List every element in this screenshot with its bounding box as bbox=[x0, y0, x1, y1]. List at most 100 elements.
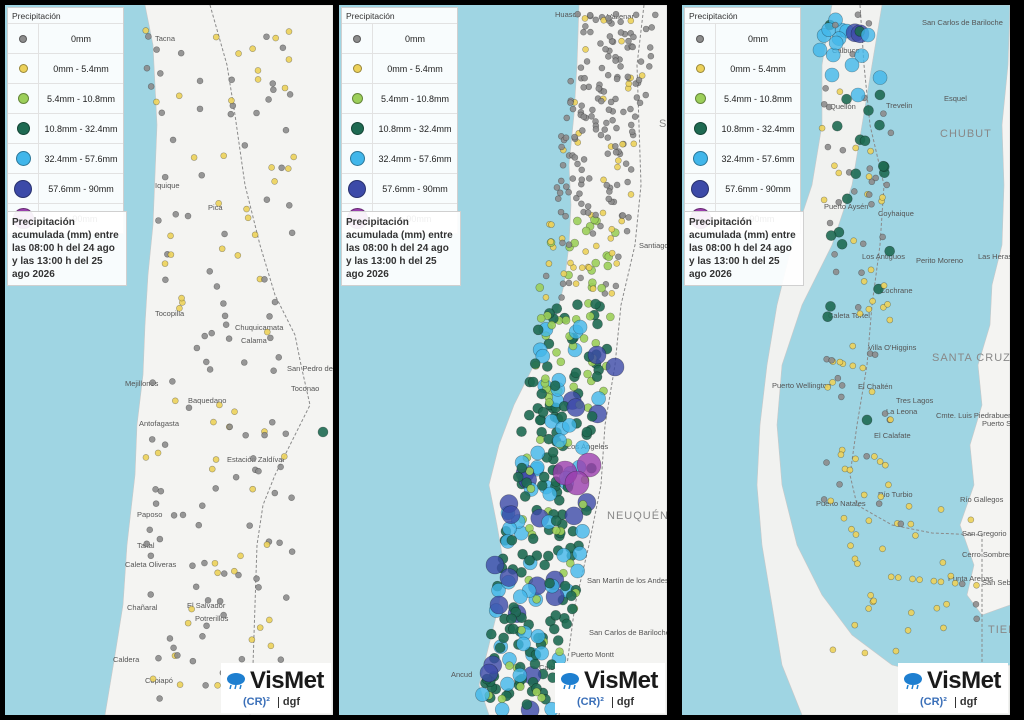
station-marker[interactable] bbox=[142, 454, 150, 461]
station-marker[interactable] bbox=[213, 283, 221, 290]
station-marker[interactable] bbox=[835, 169, 843, 177]
station-marker[interactable] bbox=[282, 594, 290, 601]
station-marker[interactable] bbox=[572, 546, 588, 561]
station-marker[interactable] bbox=[606, 312, 615, 322]
station-marker[interactable] bbox=[635, 76, 643, 84]
station-marker[interactable] bbox=[544, 398, 554, 407]
station-marker[interactable] bbox=[277, 463, 284, 471]
station-marker[interactable] bbox=[562, 183, 570, 190]
station-marker[interactable] bbox=[886, 316, 894, 324]
station-marker[interactable] bbox=[285, 28, 293, 35]
station-marker[interactable] bbox=[608, 290, 616, 297]
station-marker[interactable] bbox=[204, 597, 212, 604]
station-marker[interactable] bbox=[169, 378, 176, 385]
station-marker[interactable] bbox=[636, 99, 644, 107]
station-marker[interactable] bbox=[573, 216, 582, 226]
station-marker[interactable] bbox=[530, 445, 546, 461]
station-marker[interactable] bbox=[235, 571, 242, 579]
station-marker[interactable] bbox=[894, 574, 902, 581]
station-marker[interactable] bbox=[566, 590, 577, 602]
station-marker[interactable] bbox=[627, 191, 635, 198]
station-marker[interactable] bbox=[561, 316, 571, 325]
station-marker[interactable] bbox=[216, 401, 223, 409]
station-marker[interactable] bbox=[613, 75, 621, 83]
station-marker[interactable] bbox=[581, 74, 588, 82]
station-marker[interactable] bbox=[576, 452, 602, 478]
station-marker[interactable] bbox=[553, 184, 561, 191]
station-marker[interactable] bbox=[638, 72, 646, 79]
station-marker[interactable] bbox=[198, 171, 206, 179]
station-marker[interactable] bbox=[581, 426, 593, 438]
station-marker[interactable] bbox=[937, 506, 945, 513]
station-marker[interactable] bbox=[838, 393, 845, 401]
station-marker[interactable] bbox=[527, 376, 539, 388]
station-marker[interactable] bbox=[869, 297, 876, 305]
station-marker[interactable] bbox=[854, 304, 862, 311]
station-marker[interactable] bbox=[556, 411, 568, 423]
station-marker[interactable] bbox=[524, 555, 535, 566]
station-marker[interactable] bbox=[937, 578, 945, 586]
station-marker[interactable] bbox=[198, 502, 206, 510]
station-marker[interactable] bbox=[630, 33, 637, 41]
station-marker[interactable] bbox=[572, 319, 588, 335]
station-marker[interactable] bbox=[846, 466, 854, 474]
station-marker[interactable] bbox=[530, 629, 546, 644]
station-marker[interactable] bbox=[580, 84, 587, 91]
station-marker[interactable] bbox=[560, 270, 568, 278]
station-marker[interactable] bbox=[212, 485, 219, 492]
station-marker[interactable] bbox=[569, 105, 577, 113]
station-marker[interactable] bbox=[184, 212, 192, 220]
station-marker[interactable] bbox=[582, 248, 589, 255]
station-marker[interactable] bbox=[873, 283, 884, 295]
station-marker[interactable] bbox=[637, 58, 645, 65]
station-marker[interactable] bbox=[216, 597, 224, 605]
station-marker[interactable] bbox=[627, 17, 635, 25]
station-marker[interactable] bbox=[288, 494, 295, 502]
station-marker[interactable] bbox=[516, 567, 527, 578]
station-marker[interactable] bbox=[601, 126, 609, 133]
station-marker[interactable] bbox=[627, 166, 635, 173]
station-marker[interactable] bbox=[604, 71, 612, 79]
station-marker[interactable] bbox=[592, 318, 603, 330]
station-marker[interactable] bbox=[575, 524, 590, 539]
station-marker[interactable] bbox=[189, 657, 197, 665]
station-marker[interactable] bbox=[570, 264, 577, 271]
station-marker[interactable] bbox=[603, 261, 613, 271]
station-marker[interactable] bbox=[904, 627, 912, 634]
station-marker[interactable] bbox=[581, 15, 589, 22]
station-marker[interactable] bbox=[539, 559, 550, 571]
station-marker[interactable] bbox=[208, 329, 215, 337]
station-marker[interactable] bbox=[884, 245, 895, 257]
station-marker[interactable] bbox=[606, 33, 614, 40]
station-marker[interactable] bbox=[563, 114, 571, 122]
station-marker[interactable] bbox=[829, 379, 836, 386]
station-marker[interactable] bbox=[263, 33, 270, 41]
map-south[interactable]: San Carlos de Bariloche Calbuco Esquel Quel… bbox=[682, 5, 1010, 715]
station-marker[interactable] bbox=[603, 119, 610, 127]
station-marker[interactable] bbox=[253, 109, 260, 117]
station-marker[interactable] bbox=[556, 547, 572, 563]
station-marker[interactable] bbox=[562, 212, 569, 220]
station-marker[interactable] bbox=[178, 294, 185, 302]
station-marker[interactable] bbox=[590, 298, 601, 310]
station-marker[interactable] bbox=[841, 193, 853, 205]
station-marker[interactable] bbox=[571, 133, 578, 141]
station-marker[interactable] bbox=[586, 411, 598, 422]
station-marker[interactable] bbox=[607, 98, 615, 106]
station-marker[interactable] bbox=[538, 471, 550, 483]
station-marker[interactable] bbox=[517, 548, 528, 560]
station-marker[interactable] bbox=[852, 455, 859, 463]
station-marker[interactable] bbox=[143, 540, 151, 548]
station-marker[interactable] bbox=[489, 595, 509, 615]
station-marker[interactable] bbox=[836, 481, 843, 488]
station-marker[interactable] bbox=[268, 164, 275, 171]
station-marker[interactable] bbox=[192, 583, 200, 591]
station-marker[interactable] bbox=[859, 364, 867, 372]
station-marker[interactable] bbox=[832, 21, 839, 29]
station-marker[interactable] bbox=[852, 144, 859, 152]
station-marker[interactable] bbox=[231, 408, 238, 416]
station-marker[interactable] bbox=[820, 100, 828, 108]
station-marker[interactable] bbox=[566, 603, 578, 615]
station-marker[interactable] bbox=[865, 173, 873, 180]
station-marker[interactable] bbox=[243, 205, 250, 213]
